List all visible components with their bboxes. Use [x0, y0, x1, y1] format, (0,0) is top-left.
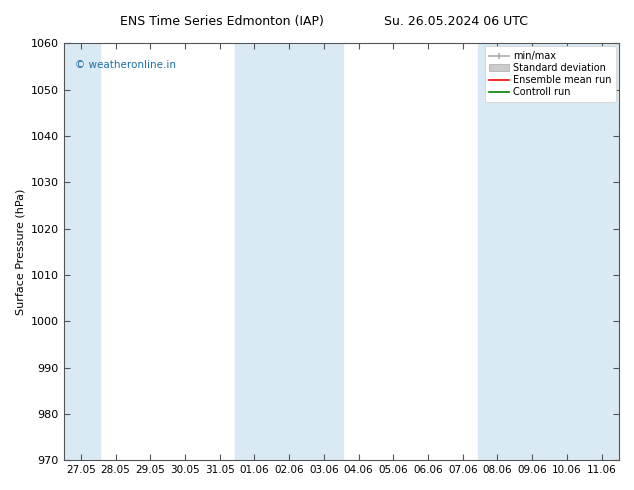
Text: ENS Time Series Edmonton (IAP): ENS Time Series Edmonton (IAP)	[120, 15, 324, 28]
Text: Su. 26.05.2024 06 UTC: Su. 26.05.2024 06 UTC	[384, 15, 529, 28]
Legend: min/max, Standard deviation, Ensemble mean run, Controll run: min/max, Standard deviation, Ensemble me…	[484, 47, 616, 102]
Bar	[548, 44, 619, 460]
Text: © weatheronline.in: © weatheronline.in	[75, 60, 176, 70]
Bar	[479, 44, 552, 460]
Y-axis label: Surface Pressure (hPa): Surface Pressure (hPa)	[15, 189, 25, 315]
Bar	[235, 44, 343, 460]
Bar	[63, 44, 100, 460]
